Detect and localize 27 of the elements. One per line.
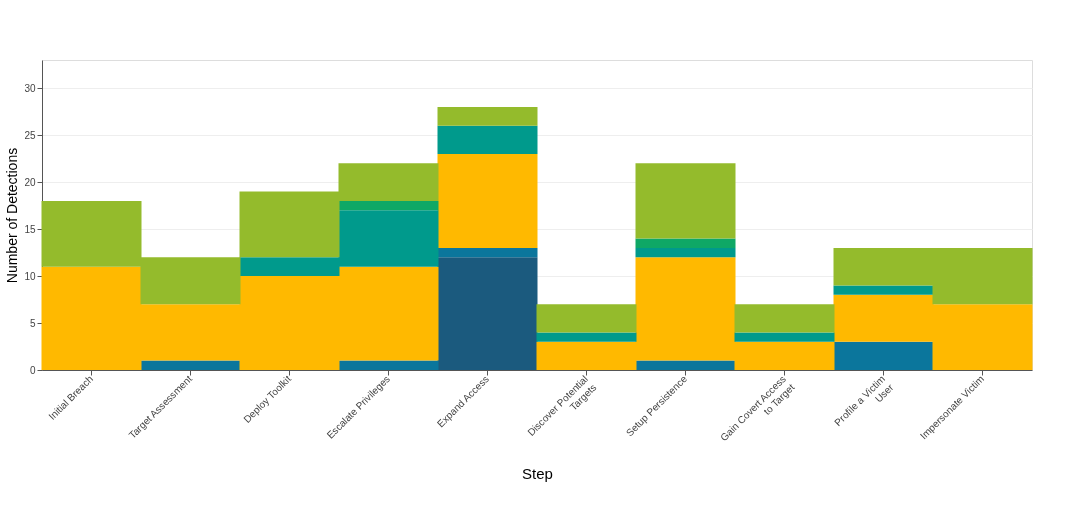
bar [437, 153, 538, 248]
y-tick-label: 30 [24, 82, 36, 94]
y-tick-label: 15 [24, 223, 36, 235]
y-tick-label: 0 [29, 364, 36, 376]
bar [734, 304, 835, 333]
bar [734, 332, 835, 342]
bar [536, 304, 637, 333]
bar [833, 341, 934, 370]
bar [635, 247, 736, 258]
bar [635, 360, 736, 370]
bar [338, 200, 439, 211]
bar [833, 285, 934, 295]
bar [536, 332, 637, 342]
y-tick-label: 20 [24, 176, 36, 188]
bar [437, 125, 538, 154]
bar [437, 106, 538, 126]
y-tick-label: 25 [24, 129, 36, 141]
bar [437, 257, 538, 370]
bar [338, 360, 439, 370]
bar [635, 163, 736, 239]
bar [437, 247, 538, 258]
y-tick-label: 10 [24, 270, 36, 282]
bar [635, 238, 736, 248]
y-tick-label: 5 [29, 317, 36, 329]
x-axis-title: Step [522, 465, 553, 482]
bar [140, 360, 241, 370]
y-axis-title: Number of Detections [4, 147, 21, 284]
